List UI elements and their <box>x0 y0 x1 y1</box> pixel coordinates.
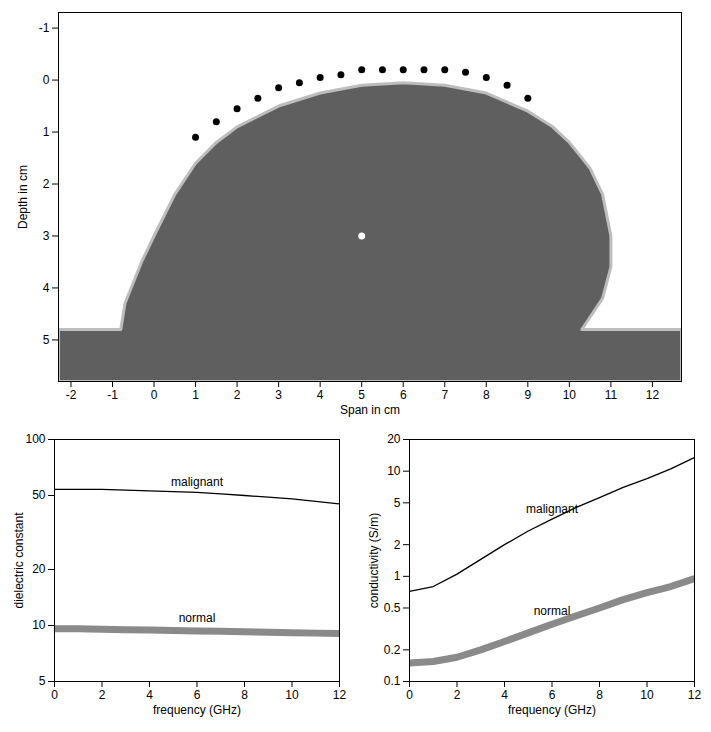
svg-text:1: 1 <box>394 569 401 583</box>
svg-text:-1: -1 <box>107 388 118 402</box>
svg-text:10: 10 <box>563 388 577 402</box>
svg-text:dielectric constant: dielectric constant <box>12 512 26 609</box>
svg-text:12: 12 <box>333 688 347 702</box>
svg-text:2: 2 <box>234 388 241 402</box>
svg-text:0.1: 0.1 <box>384 674 401 688</box>
svg-text:5: 5 <box>43 333 50 347</box>
svg-text:normal: normal <box>534 604 571 618</box>
svg-text:0.5: 0.5 <box>384 601 401 615</box>
svg-text:2: 2 <box>454 688 461 702</box>
svg-text:0.2: 0.2 <box>384 643 401 657</box>
svg-text:0: 0 <box>406 688 413 702</box>
svg-text:10: 10 <box>285 688 299 702</box>
svg-text:-2: -2 <box>66 388 77 402</box>
svg-text:2: 2 <box>394 538 401 552</box>
svg-text:1: 1 <box>43 125 50 139</box>
svg-text:4: 4 <box>43 281 50 295</box>
svg-text:2: 2 <box>99 688 106 702</box>
svg-text:10: 10 <box>32 618 46 632</box>
svg-text:6: 6 <box>549 688 556 702</box>
svg-text:3: 3 <box>43 229 50 243</box>
svg-text:5: 5 <box>394 496 401 510</box>
svg-text:4: 4 <box>317 388 324 402</box>
svg-text:malignant: malignant <box>526 502 579 516</box>
svg-text:50: 50 <box>32 488 46 502</box>
svg-text:20: 20 <box>387 432 401 446</box>
svg-text:6: 6 <box>194 688 201 702</box>
svg-text:frequency (GHz): frequency (GHz) <box>153 703 241 717</box>
svg-text:4: 4 <box>501 688 508 702</box>
svg-text:4: 4 <box>146 688 153 702</box>
svg-text:3: 3 <box>275 388 282 402</box>
svg-text:normal: normal <box>179 611 216 625</box>
svg-text:7: 7 <box>441 388 448 402</box>
svg-text:Depth in cm: Depth in cm <box>16 165 30 229</box>
svg-text:5: 5 <box>39 674 46 688</box>
svg-text:6: 6 <box>400 388 407 402</box>
svg-text:11: 11 <box>605 388 618 402</box>
svg-text:100: 100 <box>25 432 45 446</box>
svg-text:8: 8 <box>241 688 248 702</box>
svg-text:0: 0 <box>43 73 50 87</box>
svg-text:1: 1 <box>192 388 199 402</box>
svg-text:2: 2 <box>43 177 50 191</box>
svg-text:Span in cm: Span in cm <box>340 403 400 417</box>
svg-text:frequency (GHz): frequency (GHz) <box>508 703 596 717</box>
svg-text:12: 12 <box>646 388 660 402</box>
svg-text:0: 0 <box>151 388 158 402</box>
svg-text:8: 8 <box>596 688 603 702</box>
svg-text:9: 9 <box>524 388 531 402</box>
svg-text:malignant: malignant <box>171 475 224 489</box>
svg-text:10: 10 <box>640 688 654 702</box>
svg-text:12: 12 <box>688 688 702 702</box>
svg-text:conductivity (S/m): conductivity (S/m) <box>367 513 381 608</box>
svg-text:20: 20 <box>32 562 46 576</box>
svg-text:5: 5 <box>358 388 365 402</box>
svg-text:0: 0 <box>51 688 58 702</box>
svg-text:-1: -1 <box>39 21 50 35</box>
svg-text:10: 10 <box>387 464 401 478</box>
svg-text:8: 8 <box>483 388 490 402</box>
